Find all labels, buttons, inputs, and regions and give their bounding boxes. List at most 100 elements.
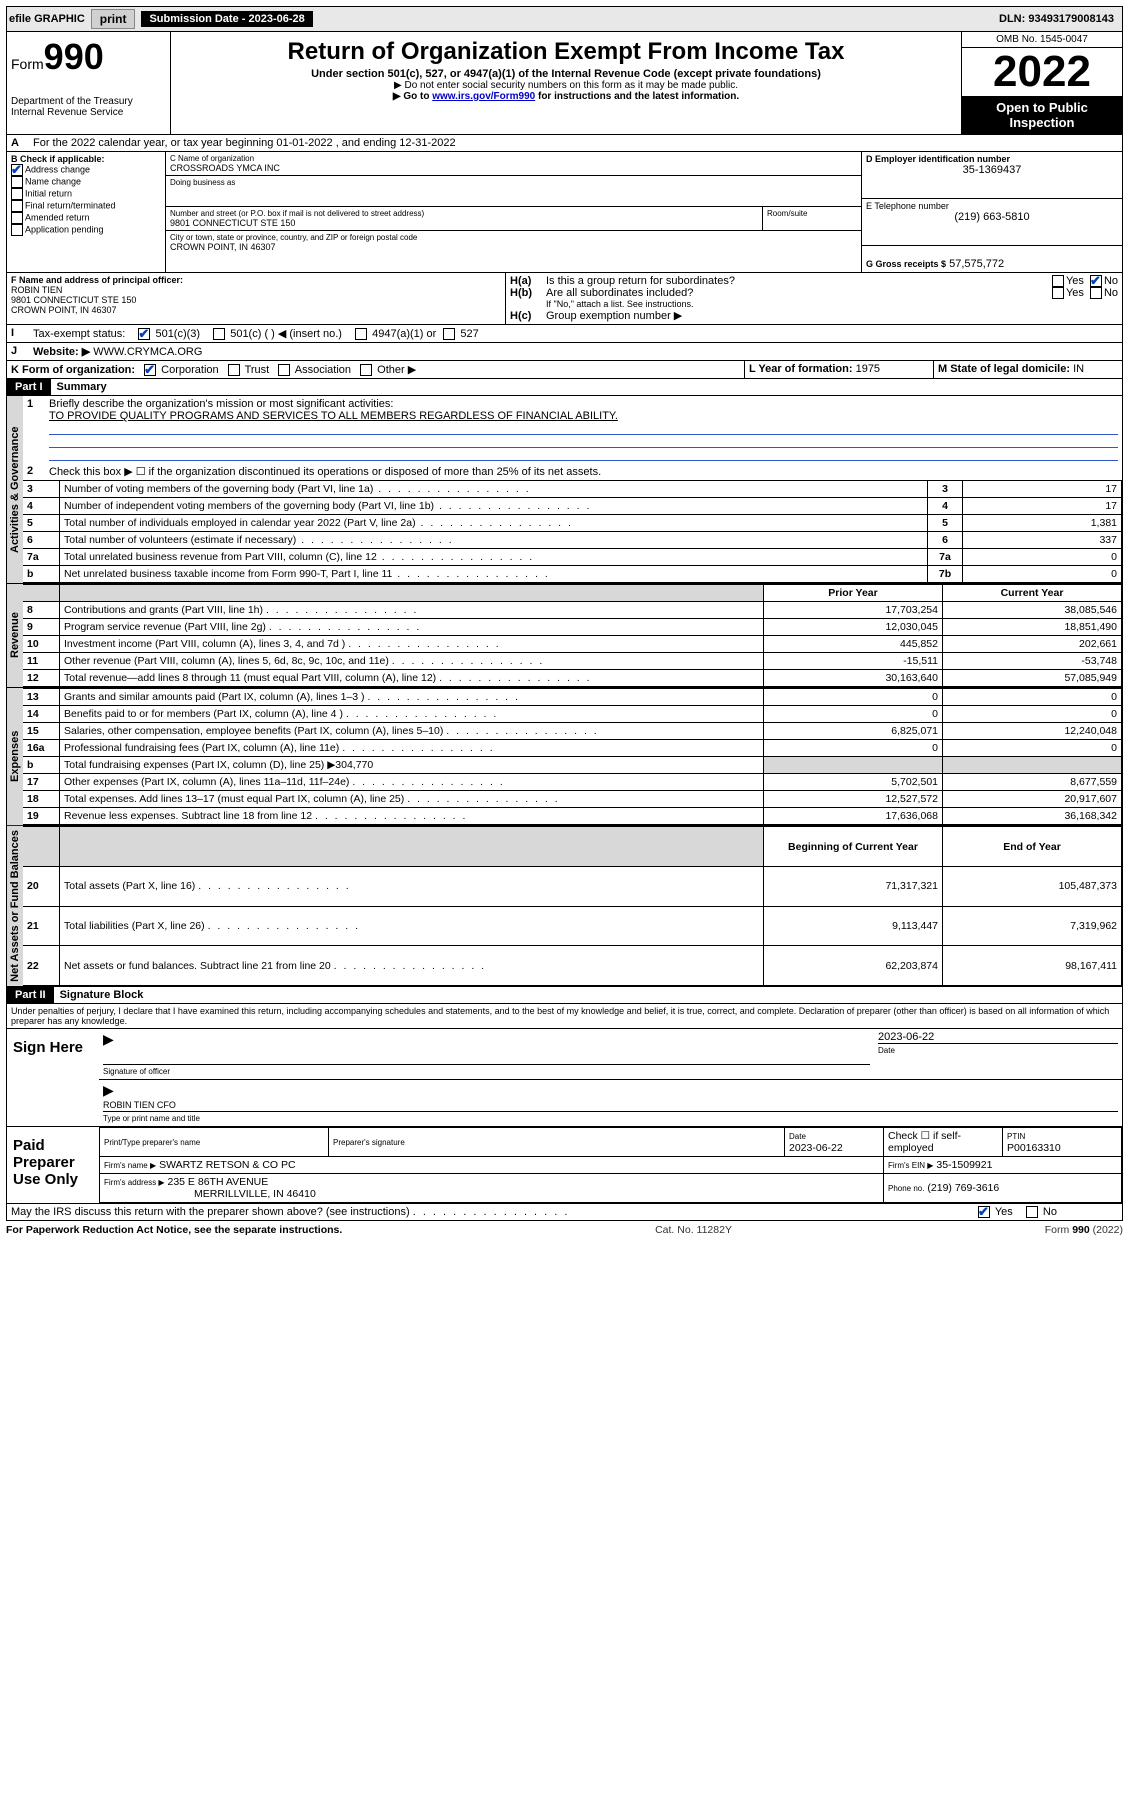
discuss-no-checkbox[interactable] [1026, 1206, 1038, 1218]
org-name: CROSSROADS YMCA INC [170, 163, 857, 173]
table-row: 6 Total number of volunteers (estimate i… [23, 532, 1122, 549]
table-row: 3 Number of voting members of the govern… [23, 481, 1122, 498]
sign-here-block: Sign Here ▶Signature of officer 2023-06-… [6, 1029, 1123, 1127]
table-row: 16a Professional fundraising fees (Part … [23, 740, 1122, 757]
form-header: Form990 Department of the Treasury Inter… [6, 32, 1123, 135]
final-return-checkbox[interactable] [11, 200, 23, 212]
submission-date: Submission Date - 2023-06-28 [141, 11, 312, 27]
section-b: B Check if applicable: Address change Na… [7, 152, 166, 272]
section-i: I Tax-exempt status: 501(c)(3) 501(c) ( … [6, 325, 1123, 343]
table-row: 20 Total assets (Part X, line 16) 71,317… [23, 866, 1122, 906]
section-h: H(a)Is this a group return for subordina… [506, 273, 1122, 324]
year-formation: 1975 [856, 363, 880, 375]
omb-number: OMB No. 1545-0047 [962, 32, 1122, 48]
table-row: b Total fundraising expenses (Part IX, c… [23, 757, 1122, 774]
pending-checkbox[interactable] [11, 224, 23, 236]
ha-no-checkbox[interactable] [1090, 275, 1102, 287]
hb-no-checkbox[interactable] [1090, 287, 1102, 299]
section-d-e-g: D Employer identification number 35-1369… [862, 152, 1122, 272]
table-row: 22 Net assets or fund balances. Subtract… [23, 946, 1122, 986]
table-row: 21 Total liabilities (Part X, line 26) 9… [23, 906, 1122, 946]
mission: TO PROVIDE QUALITY PROGRAMS AND SERVICES… [49, 410, 618, 422]
table-row: 5 Total number of individuals employed i… [23, 515, 1122, 532]
discuss-yes-checkbox[interactable] [978, 1206, 990, 1218]
table-row: 9 Program service revenue (Part VIII, li… [23, 619, 1122, 636]
table-row: 8 Contributions and grants (Part VIII, l… [23, 602, 1122, 619]
ssn-note: ▶ Do not enter social security numbers o… [175, 80, 957, 91]
dln: DLN: 93493179008143 [999, 13, 1120, 25]
exp-label: Expenses [7, 688, 23, 825]
city-state-zip: CROWN POINT, IN 46307 [170, 242, 857, 252]
firm-ein: 35-1509921 [936, 1159, 992, 1171]
goto-note: ▶ Go to www.irs.gov/Form990 for instruct… [175, 91, 957, 102]
ha-yes-checkbox[interactable] [1052, 275, 1064, 287]
form-title: Return of Organization Exempt From Incom… [175, 38, 957, 66]
table-row: 13 Grants and similar amounts paid (Part… [23, 689, 1122, 706]
tax-year: 2022 [962, 48, 1122, 96]
street-address: 9801 CONNECTICUT STE 150 [170, 218, 758, 228]
print-button[interactable]: print [91, 9, 136, 29]
table-row: 10 Investment income (Part VIII, column … [23, 636, 1122, 653]
corp-checkbox[interactable] [144, 364, 156, 376]
officer-name: ROBIN TIEN CFO [103, 1100, 176, 1110]
name-change-checkbox[interactable] [11, 176, 23, 188]
table-row: 7a Total unrelated business revenue from… [23, 549, 1122, 566]
form-number: Form990 [11, 36, 166, 78]
table-row: 14 Benefits paid to or for members (Part… [23, 706, 1122, 723]
trust-checkbox[interactable] [228, 364, 240, 376]
irs-link[interactable]: www.irs.gov/Form990 [432, 91, 535, 102]
declaration: Under penalties of perjury, I declare th… [7, 1004, 1122, 1028]
table-header: Prior Year Current Year [23, 585, 1122, 602]
501c-checkbox[interactable] [213, 328, 225, 340]
section-f-h: F Name and address of principal officer:… [6, 273, 1123, 325]
domicile: IN [1073, 363, 1084, 375]
section-f: F Name and address of principal officer:… [7, 273, 506, 324]
ein: 35-1369437 [866, 164, 1118, 176]
page-footer: For Paperwork Reduction Act Notice, see … [6, 1221, 1123, 1236]
table-row: b Net unrelated business taxable income … [23, 566, 1122, 583]
expenses-block: Expenses 13 Grants and similar amounts p… [6, 688, 1123, 826]
line-a: A For the 2022 calendar year, or tax yea… [6, 135, 1123, 152]
table-row: 12 Total revenue—add lines 8 through 11 … [23, 670, 1122, 687]
addr-change-checkbox[interactable] [11, 164, 23, 176]
other-checkbox[interactable] [360, 364, 372, 376]
table-row: 15 Salaries, other compensation, employe… [23, 723, 1122, 740]
4947-checkbox[interactable] [355, 328, 367, 340]
sig-date: 2023-06-22 [878, 1031, 1118, 1043]
top-bar: efile GRAPHIC print Submission Date - 20… [6, 6, 1123, 32]
phone: (219) 663-5810 [866, 211, 1118, 223]
table-row: 4 Number of independent voting members o… [23, 498, 1122, 515]
assoc-checkbox[interactable] [278, 364, 290, 376]
expenses-table: 13 Grants and similar amounts paid (Part… [23, 688, 1122, 825]
revenue-table: Prior Year Current Year8 Contributions a… [23, 584, 1122, 687]
gross-receipts: 57,575,772 [949, 258, 1004, 270]
initial-return-checkbox[interactable] [11, 188, 23, 200]
gov-label: Activities & Governance [7, 396, 23, 583]
table-row: 17 Other expenses (Part IX, column (A), … [23, 774, 1122, 791]
website: WWW.CRYMCA.ORG [93, 346, 202, 358]
net-label: Net Assets or Fund Balances [7, 826, 23, 986]
section-c: C Name of organization CROSSROADS YMCA I… [166, 152, 862, 272]
hb-yes-checkbox[interactable] [1052, 287, 1064, 299]
section-b-through-g: B Check if applicable: Address change Na… [6, 152, 1123, 273]
paid-preparer-block: Paid Preparer Use Only Print/Type prepar… [6, 1127, 1123, 1204]
part1-header: Part I Summary [6, 379, 1123, 396]
table-row: 19 Revenue less expenses. Subtract line … [23, 808, 1122, 825]
open-public: Open to Public Inspection [962, 96, 1122, 134]
gov-table: 3 Number of voting members of the govern… [23, 480, 1122, 583]
501c3-checkbox[interactable] [138, 328, 150, 340]
part2-header: Part II Signature Block [6, 987, 1123, 1004]
discuss-row: May the IRS discuss this return with the… [6, 1204, 1123, 1221]
dept-treasury: Department of the Treasury Internal Reve… [11, 96, 166, 118]
prep-phone: (219) 769-3616 [927, 1182, 999, 1194]
table-row: 11 Other revenue (Part VIII, column (A),… [23, 653, 1122, 670]
netassets-table: Beginning of Current Year End of Year20 … [23, 826, 1122, 986]
form-subtitle: Under section 501(c), 527, or 4947(a)(1)… [175, 68, 957, 80]
527-checkbox[interactable] [443, 328, 455, 340]
table-row: 18 Total expenses. Add lines 13–17 (must… [23, 791, 1122, 808]
part1-body: Activities & Governance 1 Briefly descri… [6, 396, 1123, 584]
table-header: Beginning of Current Year End of Year [23, 827, 1122, 867]
netassets-block: Net Assets or Fund Balances Beginning of… [6, 826, 1123, 987]
amended-checkbox[interactable] [11, 212, 23, 224]
ptin: P00163310 [1007, 1142, 1061, 1154]
